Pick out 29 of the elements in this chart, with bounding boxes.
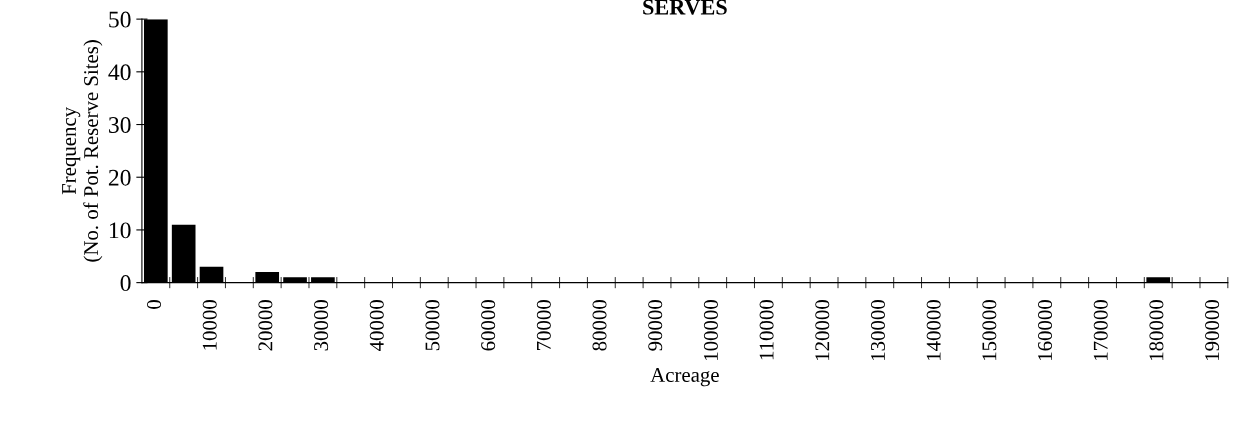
x-tick-label: 180000 [1149, 300, 1164, 360]
x-tick-label: 40000 [369, 300, 384, 351]
x-tick-label: 90000 [648, 300, 663, 351]
x-tick-label: 50000 [425, 300, 440, 351]
x-axis-title: Acreage [650, 367, 719, 387]
x-tick-label: 120000 [815, 300, 830, 360]
y-tick-label: 10 [109, 222, 131, 239]
x-tick-label: 130000 [870, 300, 885, 360]
chart-title: SERVES [643, 0, 727, 15]
y-axis-title: Frequency (No. of Pot. Reserve Sites) [62, 40, 103, 262]
x-tick-label: 20000 [258, 300, 273, 351]
y-tick-label: 20 [108, 169, 131, 186]
x-tick-label: 30000 [314, 300, 329, 351]
y-tick-label: 0 [120, 275, 131, 292]
x-tick-label: 70000 [536, 300, 551, 350]
x-tick-label: 10000 [202, 300, 217, 350]
x-tick-label: 160000 [1038, 300, 1053, 360]
x-tick-label: 100000 [703, 300, 718, 360]
x-tick-label: 110000 [759, 300, 774, 360]
x-tick-label: 190000 [1205, 300, 1220, 360]
x-tick-label: 60000 [481, 300, 496, 351]
x-tick-label: 0 [146, 300, 162, 309]
x-tick-label: 80000 [592, 300, 607, 351]
x-tick-label: 140000 [926, 300, 941, 360]
x-tick-label: 150000 [982, 300, 997, 360]
x-tick-label: 170000 [1093, 300, 1108, 360]
y-tick-label: 50 [109, 11, 131, 28]
y-tick-label: 30 [109, 117, 131, 133]
y-tick-label: 40 [108, 64, 131, 81]
